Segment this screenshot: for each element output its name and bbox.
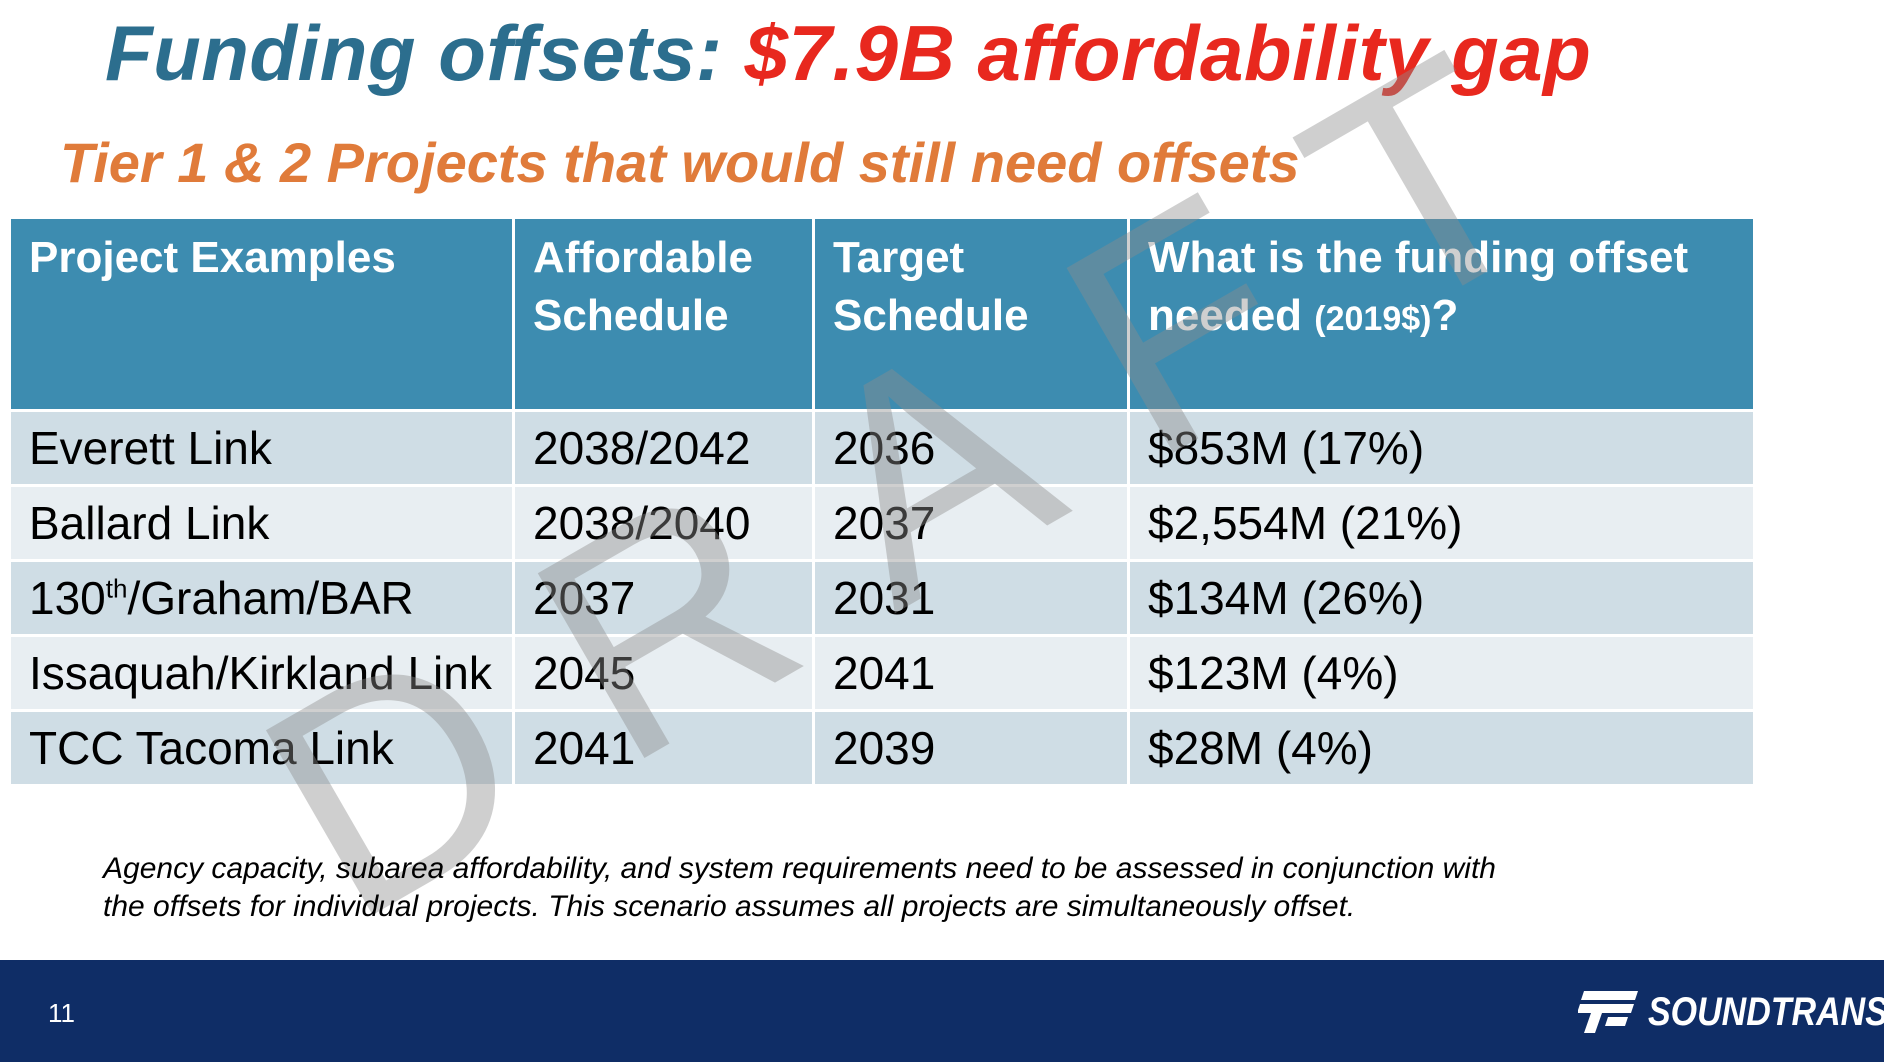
table-row: Everett Link 2038/2042 2036 $853M (17%) — [8, 409, 1756, 487]
footnote: Agency capacity, subarea affordability, … — [103, 850, 1663, 926]
table-row: TCC Tacoma Link 2041 2039 $28M (4%) — [8, 709, 1756, 787]
cell-project-pre: 130 — [29, 572, 106, 624]
cell-project: Issaquah/Kirkland Link — [8, 634, 515, 712]
header-funding-offset: What is the funding offset needed (2019$… — [1127, 216, 1756, 412]
cell-project: Ballard Link — [8, 484, 515, 562]
cell-target: 2041 — [812, 634, 1130, 712]
title-accent: $7.9B affordability gap — [744, 9, 1592, 97]
footer-bar — [0, 960, 1884, 1062]
cell-affordable: 2038/2042 — [512, 409, 815, 487]
table-row: Issaquah/Kirkland Link 2045 2041 $123M (… — [8, 634, 1756, 712]
projects-table: Project Examples Affordable Schedule Tar… — [8, 216, 1756, 787]
sound-transit-logo-icon — [1578, 991, 1638, 1033]
cell-affordable: 2037 — [512, 559, 815, 637]
cell-offset: $134M (26%) — [1127, 559, 1756, 637]
header-funding-offset-end: ? — [1431, 291, 1459, 340]
cell-target: 2031 — [812, 559, 1130, 637]
page-number: 11 — [48, 998, 75, 1028]
table-row: Ballard Link 2038/2040 2037 $2,554M (21%… — [8, 484, 1756, 562]
cell-project: 130th/Graham/BAR — [8, 559, 515, 637]
cell-target: 2037 — [812, 484, 1130, 562]
footnote-line-1: Agency capacity, subarea affordability, … — [103, 852, 1496, 885]
cell-project-sup: th — [105, 573, 128, 604]
cell-offset: $853M (17%) — [1127, 409, 1756, 487]
header-project-examples: Project Examples — [8, 216, 515, 412]
sound-transit-logo-text: SOUNDTRANSIT — [1648, 989, 1884, 1034]
cell-target: 2036 — [812, 409, 1130, 487]
sound-transit-logo: SOUNDTRANSIT — [1578, 984, 1884, 1040]
cell-target: 2039 — [812, 709, 1130, 787]
cell-project-post: /Graham/BAR — [127, 572, 414, 624]
header-affordable-schedule: Affordable Schedule — [512, 216, 815, 412]
slide-title: Funding offsets: $7.9B affordability gap — [105, 8, 1591, 99]
title-prefix: Funding offsets: — [105, 9, 745, 97]
cell-offset: $123M (4%) — [1127, 634, 1756, 712]
table-row: 130th/Graham/BAR 2037 2031 $134M (26%) — [8, 559, 1756, 637]
cell-offset: $28M (4%) — [1127, 709, 1756, 787]
cell-affordable: 2038/2040 — [512, 484, 815, 562]
footnote-line-2: the offsets for individual projects. Thi… — [103, 890, 1356, 923]
cell-project: TCC Tacoma Link — [8, 709, 515, 787]
header-funding-offset-unit: (2019$) — [1314, 300, 1432, 338]
cell-offset: $2,554M (21%) — [1127, 484, 1756, 562]
cell-affordable: 2041 — [512, 709, 815, 787]
cell-project: Everett Link — [8, 409, 515, 487]
header-target-schedule: Target Schedule — [812, 216, 1130, 412]
table-header-row: Project Examples Affordable Schedule Tar… — [8, 216, 1756, 412]
cell-affordable: 2045 — [512, 634, 815, 712]
slide-subtitle: Tier 1 & 2 Projects that would still nee… — [60, 131, 1300, 194]
header-funding-offset-main: What is the funding offset needed — [1148, 233, 1689, 340]
